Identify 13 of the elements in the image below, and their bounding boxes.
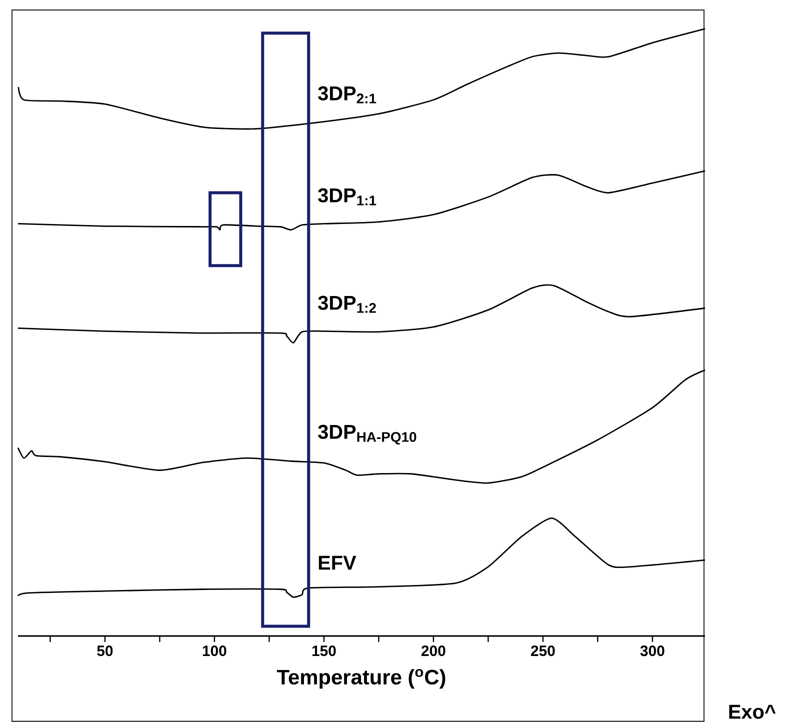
series-label: 3DP$_{1:2}$ <box>318 296 376 313</box>
x-tick-label: 150 <box>312 646 336 656</box>
series-label: 3DP$_{HA-PQ10}$ <box>318 424 416 445</box>
series-label: EFV <box>318 556 356 570</box>
x-tick-label: 200 <box>421 646 446 656</box>
x-tick-label: 100 <box>202 646 226 656</box>
series-label: 3DP$_{2:1}$ <box>318 86 376 104</box>
x-tick-label: 250 <box>530 646 555 656</box>
x-tick-label: 50 <box>97 646 113 656</box>
series-label: 3DP$_{1:1}$ <box>318 188 376 206</box>
x-tick-label: 300 <box>640 646 664 656</box>
x-axis-title: Temperature ($^{o}$C) <box>276 668 446 689</box>
text: Exo^ <box>729 704 776 719</box>
